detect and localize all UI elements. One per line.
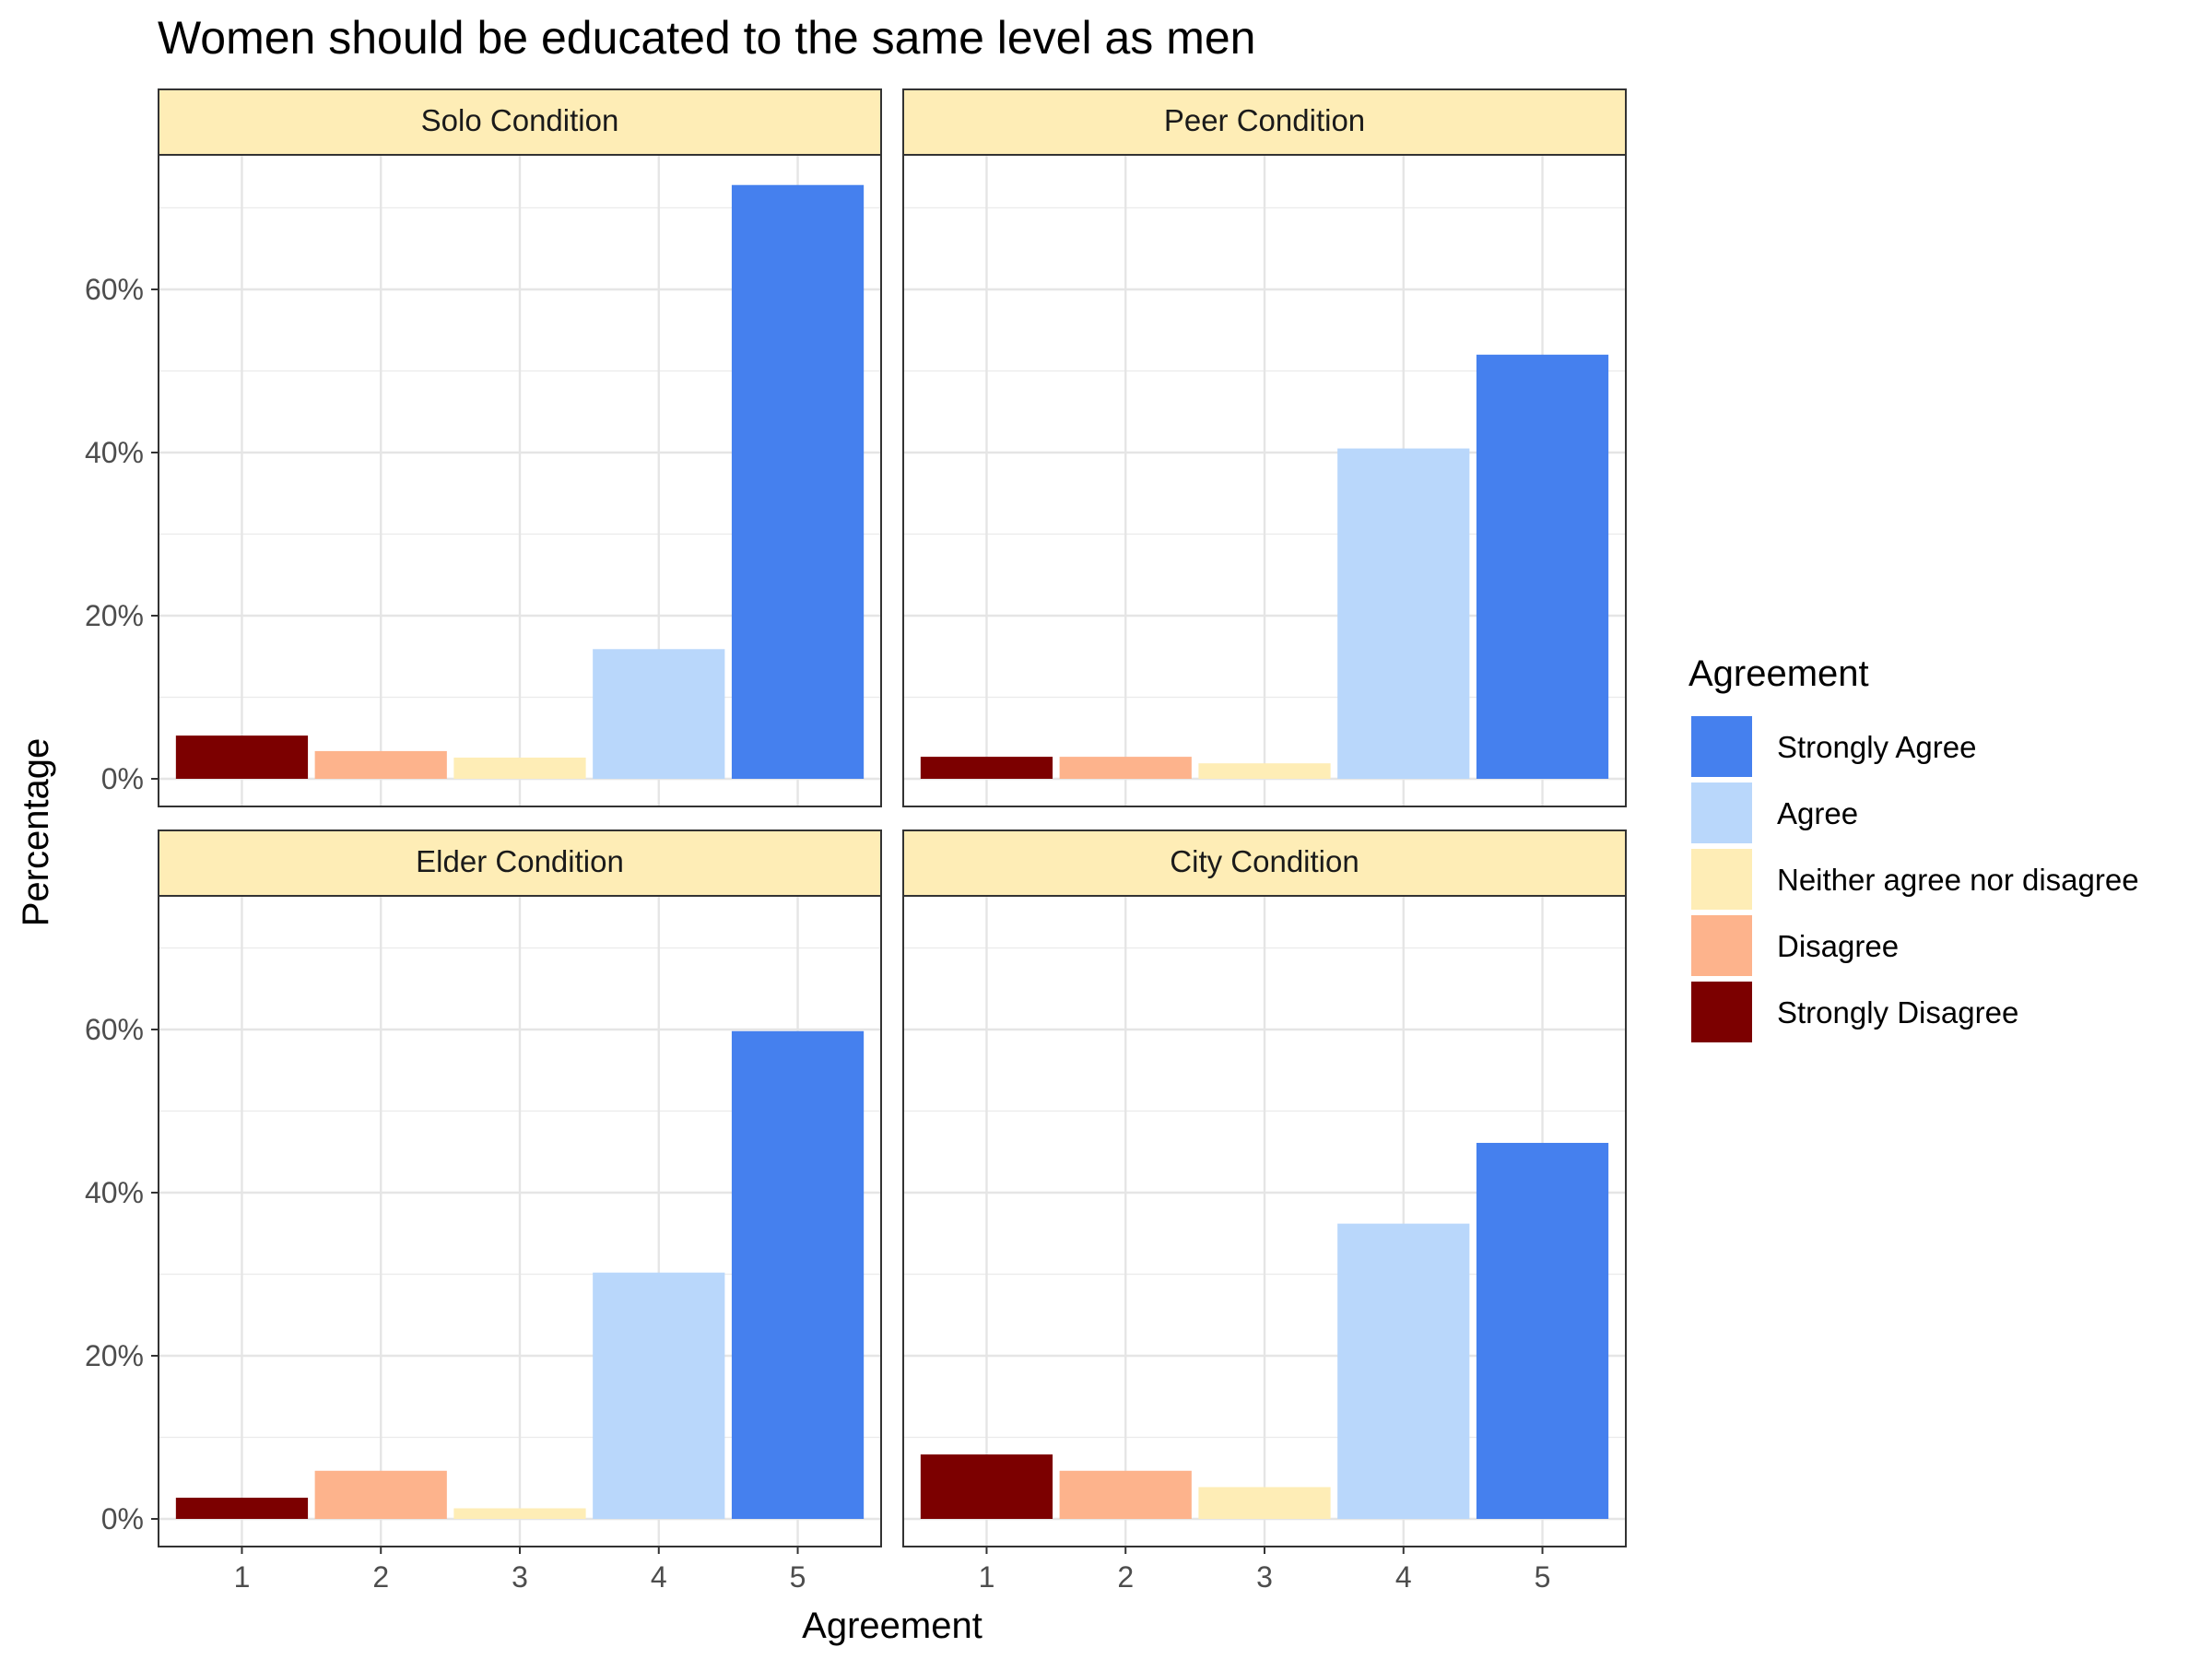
y-tick-label: 0%	[101, 1502, 144, 1535]
facet-strip-label: Elder Condition	[416, 844, 624, 878]
bar	[731, 1030, 865, 1519]
legend-label: Neither agree nor disagree	[1777, 863, 2139, 897]
bar	[1476, 1143, 1609, 1519]
bar	[1337, 1223, 1470, 1519]
facet-panel: Elder Condition 0% 20% 40% 60% 1 2 3 4 5	[85, 830, 882, 1594]
x-tick-label: 4	[651, 1560, 667, 1594]
x-tick-label: 1	[234, 1560, 251, 1594]
legend-title: Agreement	[1688, 653, 1869, 694]
x-tick-label: 3	[1256, 1560, 1273, 1594]
facet-strip	[902, 830, 1627, 897]
bar	[1337, 448, 1470, 779]
y-tick-label: 60%	[85, 273, 144, 306]
y-tick-label: 40%	[85, 436, 144, 469]
x-tick-label: 5	[1535, 1560, 1551, 1594]
bar	[453, 1508, 586, 1519]
bar	[920, 1454, 1053, 1519]
panel-border	[902, 154, 1627, 807]
facet-strip-label: Peer Condition	[1164, 103, 1365, 137]
bar	[1476, 354, 1609, 779]
y-tick-label: 40%	[85, 1176, 144, 1209]
legend-swatch	[1691, 915, 1752, 976]
facet-strip-label: City Condition	[1170, 844, 1359, 878]
bar	[453, 757, 586, 779]
facet-panel: City Condition 1 2 3 4 5	[902, 830, 1627, 1594]
x-tick-label: 3	[512, 1560, 528, 1594]
x-tick-label: 2	[372, 1560, 389, 1594]
bar	[1059, 757, 1192, 779]
x-tick-label: 2	[1117, 1560, 1134, 1594]
facet-strip	[902, 88, 1627, 156]
legend-label: Strongly Disagree	[1777, 995, 2018, 1030]
x-tick-label: 5	[790, 1560, 806, 1594]
bar	[731, 184, 865, 780]
facet-strip	[158, 88, 882, 156]
facet-panel: Solo Condition 0% 20% 40% 60%	[85, 88, 882, 807]
x-tick-label: 1	[979, 1560, 995, 1594]
legend-swatch	[1691, 782, 1752, 843]
legend-swatch	[1691, 716, 1752, 777]
bar	[1059, 1470, 1192, 1519]
x-tick-label: 4	[1395, 1560, 1412, 1594]
facet-strip	[158, 830, 882, 897]
legend-swatch	[1691, 849, 1752, 910]
x-axis-title: Agreement	[802, 1606, 982, 1646]
facet-strip-label: Solo Condition	[421, 103, 619, 137]
y-tick-label: 0%	[101, 762, 144, 795]
legend-swatch	[1691, 982, 1752, 1042]
bar	[920, 757, 1053, 779]
y-axis-title: Percentage	[16, 738, 56, 927]
bar	[314, 750, 447, 779]
legend-label: Strongly Agree	[1777, 730, 1976, 764]
legend: Agreement Strongly Agree Agree Neither agr…	[1688, 653, 2139, 1042]
bar	[1198, 763, 1331, 779]
panel-border	[158, 154, 882, 807]
bar	[1198, 1487, 1331, 1519]
bar	[593, 1272, 725, 1519]
bar	[175, 735, 309, 779]
y-tick-label: 20%	[85, 599, 144, 632]
bar	[314, 1470, 447, 1519]
facet-panel: Peer Condition	[902, 88, 1627, 807]
y-tick-label: 60%	[85, 1013, 144, 1046]
chart-title: Women should be educated to the same lev…	[158, 12, 1255, 64]
bar	[593, 649, 725, 779]
legend-label: Disagree	[1777, 929, 1899, 963]
y-tick-label: 20%	[85, 1339, 144, 1372]
bar	[175, 1497, 309, 1519]
legend-label: Agree	[1777, 796, 1858, 830]
